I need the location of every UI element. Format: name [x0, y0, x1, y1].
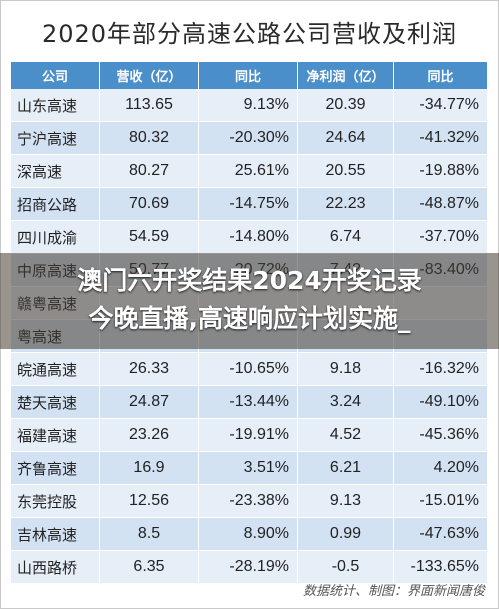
table-row: 四川成渝 54.59 -14.80% 6.74 -37.70%	[11, 221, 487, 254]
profit-yoy-cell: -34.77%	[394, 89, 487, 122]
header-profit-yoy: 同比	[394, 62, 487, 89]
revenue-cell: 70.69	[100, 188, 199, 221]
revenue-cell: 80.27	[100, 155, 199, 188]
table-row: 齐鲁高速 16.9 3.51% 6.21 4.20%	[11, 452, 487, 485]
table-row: 福建高速 23.26 -19.91% 4.52 -45.36%	[11, 419, 487, 452]
company-cell: 楚天高速	[11, 386, 100, 419]
company-cell: 福建高速	[11, 419, 100, 452]
source-credit: 数据统计、制图：界面新闻唐俊	[302, 584, 485, 599]
table-row: 吉林高速 8.5 8.90% 0.99 -47.63%	[11, 518, 487, 551]
profit-yoy-cell: -133.65%	[394, 551, 487, 584]
header-revenue: 营收（亿）	[100, 62, 199, 89]
header-revenue-yoy: 同比	[199, 62, 298, 89]
revenue-yoy-cell: -13.44%	[199, 386, 298, 419]
net-profit-cell: 24.64	[298, 122, 394, 155]
profit-yoy-cell: -19.88%	[394, 155, 487, 188]
revenue-yoy-cell: 25.61%	[199, 155, 298, 188]
net-profit-cell: 9.18	[298, 353, 394, 386]
revenue-yoy-cell: 3.51%	[199, 452, 298, 485]
net-profit-cell: -0.5	[298, 551, 394, 584]
company-cell: 深高速	[11, 155, 100, 188]
table-row: 深高速 80.27 25.61% 20.55 -19.88%	[11, 155, 487, 188]
revenue-yoy-cell: -14.75%	[199, 188, 298, 221]
profit-yoy-cell: -48.87%	[394, 188, 487, 221]
page-title: 2020年部分高速公路公司营收及利润	[41, 19, 458, 48]
net-profit-cell: 0.99	[298, 518, 394, 551]
profit-yoy-cell: -15.01%	[394, 485, 487, 518]
revenue-yoy-cell: -19.91%	[199, 419, 298, 452]
net-profit-cell: 4.52	[298, 419, 394, 452]
company-cell: 齐鲁高速	[11, 452, 100, 485]
net-profit-cell: 6.74	[298, 221, 394, 254]
net-profit-cell: 20.55	[298, 155, 394, 188]
revenue-yoy-cell: 8.90%	[199, 518, 298, 551]
revenue-cell: 24.87	[100, 386, 199, 419]
company-cell: 宁沪高速	[11, 122, 100, 155]
revenue-yoy-cell: 9.13%	[199, 89, 298, 122]
table-row: 山东高速 113.65 9.13% 20.39 -34.77%	[11, 89, 487, 122]
revenue-yoy-cell: -28.19%	[199, 551, 298, 584]
overlay-banner-text: 澳门六开奖结果2024开奖记录 今晚直播,高速响应计划实施_	[0, 262, 499, 338]
table-row: 山西路桥 6.35 -28.19% -0.5 -133.65%	[11, 551, 487, 584]
revenue-yoy-cell: -14.80%	[199, 221, 298, 254]
overlay-banner	[0, 253, 499, 349]
header-company: 公司	[11, 62, 100, 89]
banner-line-2: 今晚直播,高速响应计划实施_	[88, 304, 411, 333]
revenue-cell: 26.33	[100, 353, 199, 386]
revenue-yoy-cell: -20.30%	[199, 122, 298, 155]
company-cell: 东莞控股	[11, 485, 100, 518]
table-row: 宁沪高速 80.32 -20.30% 24.64 -41.32%	[11, 122, 487, 155]
table-header-row: 公司 营收（亿） 同比 净利润（亿） 同比	[11, 62, 487, 89]
profit-yoy-cell: -49.10%	[394, 386, 487, 419]
revenue-cell: 80.32	[100, 122, 199, 155]
profit-yoy-cell: -16.32%	[394, 353, 487, 386]
net-profit-cell: 9.13	[298, 485, 394, 518]
net-profit-cell: 6.21	[298, 452, 394, 485]
net-profit-cell: 3.24	[298, 386, 394, 419]
company-cell: 吉林高速	[11, 518, 100, 551]
table-row: 招商公路 70.69 -14.75% 22.23 -48.87%	[11, 188, 487, 221]
revenue-cell: 16.9	[100, 452, 199, 485]
company-cell: 山西路桥	[11, 551, 100, 584]
company-cell: 皖通高速	[11, 353, 100, 386]
revenue-cell: 113.65	[100, 89, 199, 122]
revenue-cell: 6.35	[100, 551, 199, 584]
company-cell: 四川成渝	[11, 221, 100, 254]
profit-yoy-cell: -45.36%	[394, 419, 487, 452]
company-cell: 招商公路	[11, 188, 100, 221]
profit-yoy-cell: -47.63%	[394, 518, 487, 551]
revenue-yoy-cell: -23.38%	[199, 485, 298, 518]
net-profit-cell: 22.23	[298, 188, 394, 221]
table-row: 楚天高速 24.87 -13.44% 3.24 -49.10%	[11, 386, 487, 419]
table-row: 皖通高速 26.33 -10.65% 9.18 -16.32%	[11, 353, 487, 386]
company-cell: 山东高速	[11, 89, 100, 122]
header-net-profit: 净利润（亿）	[298, 62, 394, 89]
revenue-cell: 54.59	[100, 221, 199, 254]
profit-yoy-cell: -41.32%	[394, 122, 487, 155]
revenue-cell: 8.5	[100, 518, 199, 551]
profit-yoy-cell: 4.20%	[394, 452, 487, 485]
revenue-cell: 23.26	[100, 419, 199, 452]
banner-line-1: 澳门六开奖结果2024开奖记录	[77, 266, 422, 295]
table-row: 东莞控股 12.56 -23.38% 9.13 -15.01%	[11, 485, 487, 518]
revenue-yoy-cell: -10.65%	[199, 353, 298, 386]
profit-yoy-cell: -37.70%	[394, 221, 487, 254]
revenue-cell: 12.56	[100, 485, 199, 518]
net-profit-cell: 20.39	[298, 89, 394, 122]
